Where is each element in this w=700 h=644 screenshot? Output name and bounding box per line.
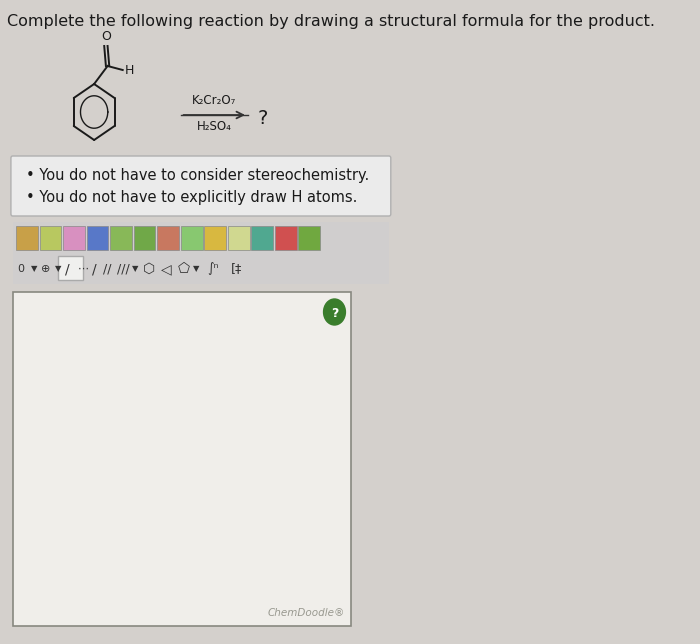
Text: Complete the following reaction by drawing a structural formula for the product.: Complete the following reaction by drawi… xyxy=(7,14,654,29)
Text: ▼: ▼ xyxy=(31,265,38,274)
Text: [‡: [‡ xyxy=(231,263,242,276)
Text: O: O xyxy=(101,30,111,43)
Text: /: / xyxy=(64,262,69,276)
Text: K₂Cr₂O₇: K₂Cr₂O₇ xyxy=(192,94,237,107)
Text: H₂SO₄: H₂SO₄ xyxy=(197,120,232,133)
Text: ⋯: ⋯ xyxy=(78,264,90,274)
Text: ◁: ◁ xyxy=(160,262,171,276)
Text: • You do not have to explicitly draw H atoms.: • You do not have to explicitly draw H a… xyxy=(26,190,358,205)
Text: ▼: ▼ xyxy=(132,265,139,274)
Text: ⬡: ⬡ xyxy=(143,262,155,276)
Text: 0: 0 xyxy=(18,264,24,274)
Text: ▼: ▼ xyxy=(193,265,199,274)
Text: ///: /// xyxy=(117,263,130,276)
Bar xyxy=(63,226,85,250)
Text: ∫ⁿ: ∫ⁿ xyxy=(208,263,219,276)
Bar xyxy=(181,226,202,250)
Bar xyxy=(58,256,83,280)
Bar xyxy=(158,226,179,250)
Text: • You do not have to consider stereochemistry.: • You do not have to consider stereochem… xyxy=(26,168,370,183)
Circle shape xyxy=(323,299,345,325)
Text: ?: ? xyxy=(258,108,268,128)
Bar xyxy=(134,226,155,250)
Text: ▼: ▼ xyxy=(55,265,61,274)
Bar xyxy=(13,222,389,284)
Bar xyxy=(13,292,351,626)
Bar xyxy=(110,226,132,250)
Text: /: / xyxy=(92,262,96,276)
Text: //: // xyxy=(104,263,112,276)
Bar xyxy=(204,226,226,250)
Bar xyxy=(39,226,62,250)
Bar xyxy=(298,226,320,250)
Bar xyxy=(275,226,297,250)
FancyBboxPatch shape xyxy=(11,156,391,216)
Text: H: H xyxy=(125,64,134,77)
Bar xyxy=(228,226,250,250)
Bar xyxy=(16,226,38,250)
Bar xyxy=(251,226,273,250)
Text: ChemDoodle®: ChemDoodle® xyxy=(267,608,344,618)
Text: ?: ? xyxy=(331,307,338,319)
Text: ⊕: ⊕ xyxy=(41,264,50,274)
Bar xyxy=(87,226,108,250)
Text: ⬠: ⬠ xyxy=(177,262,189,276)
